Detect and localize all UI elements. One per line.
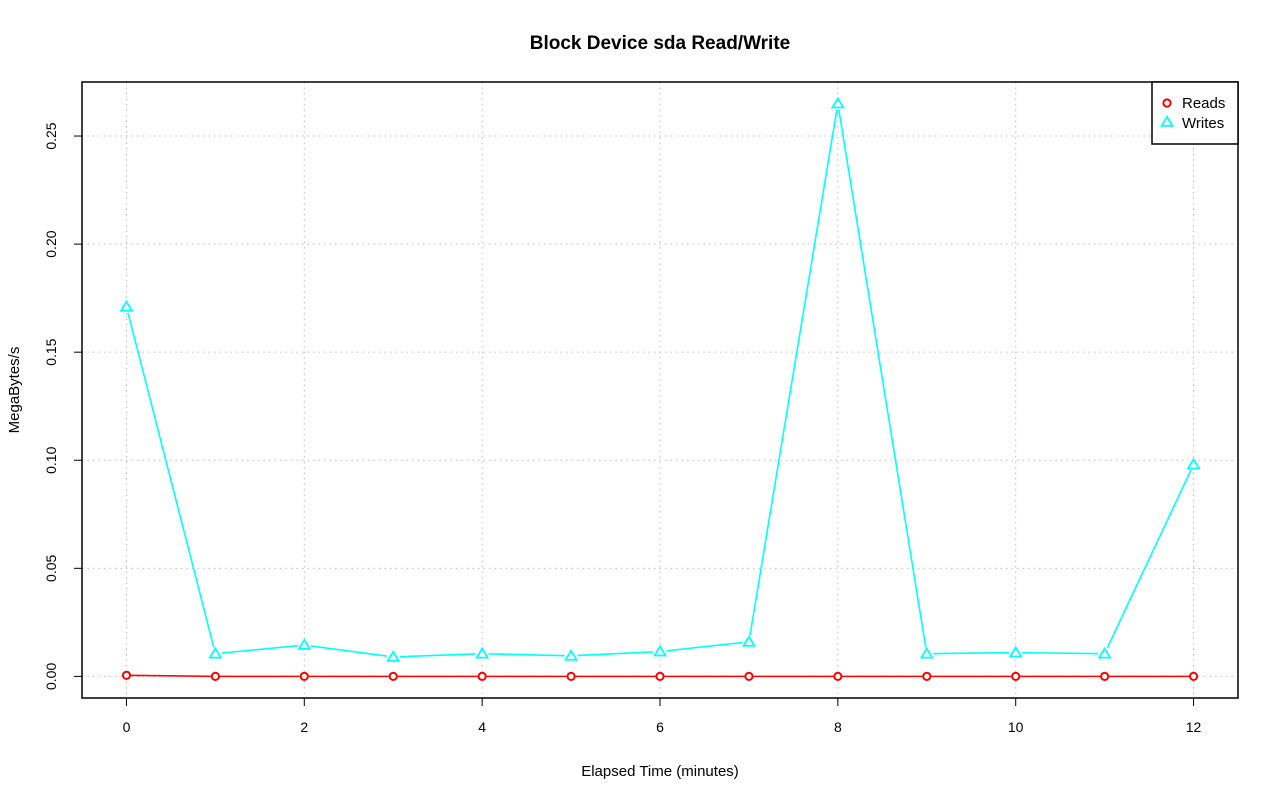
x-tick-label: 12 [1186,719,1202,735]
legend-marker-reads [1162,98,1172,108]
x-tick-label: 0 [123,719,131,735]
y-tick-label: 0.20 [43,230,59,257]
x-tick-label: 8 [834,719,842,735]
axis-layer: 0 2 4 6 8 10 12 0.00 0.05 0.10 0.15 0.20 0.25 [43,122,1202,735]
data-point-reads [299,671,309,681]
series-layer [119,96,1201,681]
y-tick-label: 0.05 [43,554,59,581]
data-point-reads [566,671,576,681]
x-axis-label: Elapsed Time (minutes) [581,763,739,780]
series-writes [119,96,1201,664]
legend-box [1151,81,1239,145]
data-point-writes [475,646,490,659]
data-point-writes [830,96,845,109]
grid-layer [82,82,1238,698]
x-tick-label: 4 [478,719,486,735]
series-reads [121,670,1199,681]
data-point-writes [119,299,134,312]
data-point-reads [388,671,398,681]
data-point-writes [741,634,756,647]
data-point-writes [919,646,934,659]
x-tick-label: 10 [1008,719,1024,735]
y-tick-label: 0.00 [43,663,59,690]
x-tick-label: 2 [300,719,308,735]
data-point-writes [564,648,579,661]
data-point-writes [297,638,312,650]
data-point-reads [1011,671,1021,681]
data-point-reads [1188,671,1199,681]
data-point-writes [1186,457,1201,470]
data-point-reads [655,671,665,681]
chart-title: Block Device sda Read/Write [530,33,790,54]
data-point-reads [833,671,843,681]
legend: Reads Writes [1151,81,1239,145]
data-point-writes [208,646,223,659]
data-point-writes [1008,645,1023,658]
data-point-reads [210,671,220,681]
legend-item-writes: Writes [1159,115,1224,132]
legend-marker-writes [1159,115,1175,127]
data-point-reads [744,671,754,681]
data-point-writes [386,649,401,662]
legend-label-writes: Writes [1182,115,1224,132]
data-point-reads [1100,671,1110,681]
y-tick-label: 0.25 [43,122,59,149]
data-point-reads [922,671,932,681]
legend-label-reads: Reads [1182,95,1225,112]
x-tick-label: 6 [656,719,664,735]
y-tick-label: 0.15 [43,338,59,365]
data-point-reads [477,671,487,681]
data-point-writes [1097,646,1112,659]
data-point-reads [121,670,132,680]
y-axis-label: MegaBytes/s [6,347,23,434]
data-point-writes [652,644,668,657]
legend-item-reads: Reads [1162,95,1225,112]
y-tick-label: 0.10 [43,446,59,473]
